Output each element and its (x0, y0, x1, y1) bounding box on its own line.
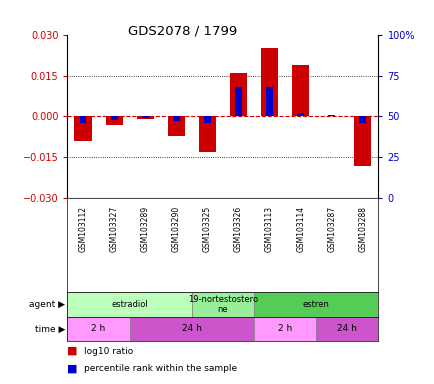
Bar (168, 116, 184, 136)
Bar (204, 116, 210, 123)
Text: ■: ■ (67, 364, 78, 374)
Bar (129, 317, 253, 341)
Text: GSM103327: GSM103327 (109, 206, 118, 252)
Text: 19-nortestostero
ne: 19-nortestostero ne (187, 295, 257, 314)
Text: time ▶: time ▶ (35, 324, 65, 333)
Text: GSM103325: GSM103325 (202, 206, 211, 252)
Bar (253, 317, 316, 341)
Bar (292, 65, 309, 116)
Bar (316, 317, 378, 341)
Text: GSM103114: GSM103114 (296, 206, 305, 252)
Bar (141, 116, 148, 118)
Text: estradiol: estradiol (111, 300, 148, 309)
Bar (191, 292, 253, 317)
Bar (198, 116, 215, 152)
Bar (110, 116, 117, 120)
Bar (253, 292, 378, 317)
Bar (328, 115, 335, 116)
Bar (105, 116, 122, 125)
Bar (234, 87, 241, 116)
Text: GDS2078 / 1799: GDS2078 / 1799 (128, 25, 237, 38)
Bar (296, 113, 303, 116)
Bar (172, 116, 179, 121)
Text: log10 ratio: log10 ratio (84, 346, 133, 356)
Text: GSM103113: GSM103113 (264, 206, 273, 252)
Bar (266, 87, 273, 116)
Bar (67, 292, 191, 317)
Text: GSM103290: GSM103290 (171, 206, 181, 252)
Bar (74, 116, 91, 141)
Text: GSM103112: GSM103112 (78, 206, 87, 252)
Text: 24 h: 24 h (337, 324, 356, 333)
Bar (230, 73, 247, 116)
Text: 24 h: 24 h (181, 324, 201, 333)
Text: 2 h: 2 h (91, 324, 105, 333)
Text: ■: ■ (67, 346, 78, 356)
Text: percentile rank within the sample: percentile rank within the sample (84, 364, 237, 373)
Bar (79, 116, 86, 123)
Bar (358, 116, 365, 123)
Text: GSM103326: GSM103326 (233, 206, 243, 252)
Text: estren: estren (302, 300, 329, 309)
Text: agent ▶: agent ▶ (29, 300, 65, 309)
Bar (67, 317, 129, 341)
Text: 2 h: 2 h (277, 324, 292, 333)
Bar (260, 48, 277, 116)
Bar (136, 116, 153, 119)
Text: GSM103289: GSM103289 (140, 206, 149, 252)
Text: GSM103288: GSM103288 (358, 206, 367, 252)
Text: GSM103287: GSM103287 (326, 206, 335, 252)
Bar (354, 116, 371, 166)
